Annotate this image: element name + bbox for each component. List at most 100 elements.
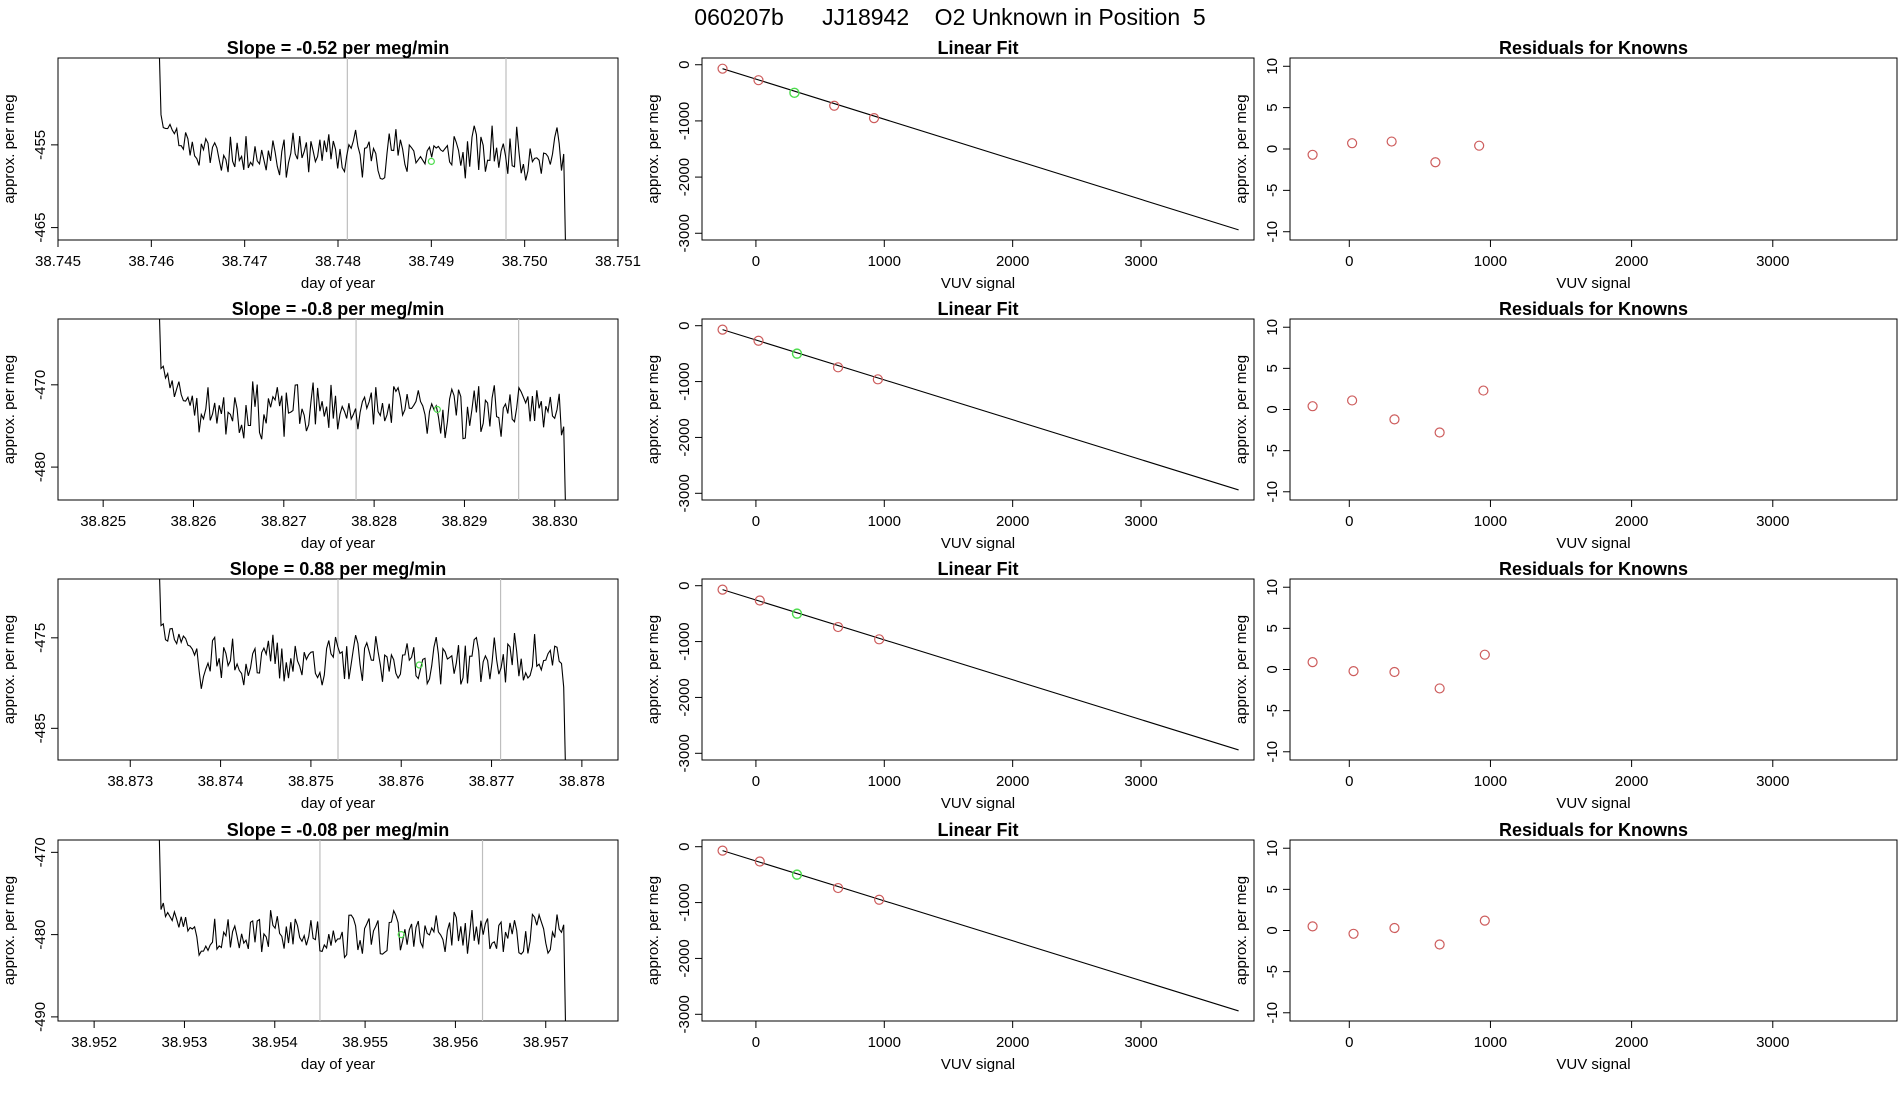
plot-frame (701, 578, 1255, 761)
y-tick-label: -480 (32, 452, 49, 482)
x-tick-label: 38.954 (252, 1034, 298, 1051)
panel-title: Residuals for Knowns (1499, 299, 1688, 319)
x-tick-label: 3000 (1124, 1034, 1157, 1051)
panel-1-1: Slope = -0.52 per meg/min day of year appr… (1, 38, 641, 292)
residual-point (1307, 656, 1318, 668)
known-point (868, 113, 880, 124)
x-tick-label: 0 (752, 513, 760, 530)
known-point (874, 894, 885, 905)
x-axis-label: VUV signal (1556, 795, 1630, 812)
plot-area (158, 58, 566, 240)
unknown-point (433, 405, 441, 414)
series-line (158, 58, 566, 240)
panel-title: Residuals for Knowns (1499, 38, 1688, 58)
plot-frame (1289, 578, 1898, 761)
y-tick-label: -1000 (676, 622, 693, 660)
fit-line (722, 329, 1239, 491)
known-point (717, 584, 728, 595)
panel-1-3: Residuals for Knowns VUV signal approx. pe… (1233, 38, 1898, 292)
x-tick-label: 1000 (1474, 1034, 1507, 1051)
x-axis-label: VUV signal (941, 535, 1015, 552)
x-tick-label: 2000 (996, 1034, 1029, 1051)
y-tick-label: -1000 (676, 362, 693, 400)
panel-2-1: Slope = -0.8 per meg/min day of year appro… (1, 299, 619, 552)
plot-area (159, 579, 566, 760)
panel-title: Linear Fit (937, 38, 1018, 58)
series-line (158, 319, 566, 500)
y-tick-label: -490 (32, 1002, 49, 1032)
x-axis-label: VUV signal (1556, 275, 1630, 292)
plot-frame (1289, 318, 1898, 501)
y-tick-label: 5 (1264, 624, 1281, 632)
panel-4-2: Linear Fit VUV signal approx. per meg 0 1000… (645, 820, 1255, 1073)
residual-point (1434, 939, 1445, 950)
x-tick-label: 3000 (1124, 513, 1157, 530)
panel-title: Slope = -0.52 per meg/min (227, 38, 450, 58)
y-tick-label: 10 (1264, 579, 1281, 596)
y-tick-label: 0 (1264, 926, 1281, 934)
x-tick-label: 1000 (1474, 253, 1507, 270)
series-line (159, 579, 566, 760)
plot-frame (1289, 839, 1898, 1022)
y-axis-label: approx. per meg (1233, 615, 1250, 724)
residual-point (1479, 915, 1490, 926)
y-axis-label: approx. per meg (645, 615, 662, 724)
x-tick-label: 1000 (868, 513, 901, 530)
x-tick-label: 38.957 (523, 1034, 569, 1051)
known-point (753, 75, 764, 86)
unknown-point (427, 157, 435, 166)
known-point (872, 374, 883, 385)
x-tick-label: 1000 (868, 773, 901, 790)
plot-area (1307, 649, 1490, 694)
y-tick-label: 5 (1264, 103, 1281, 111)
residual-point (1386, 136, 1397, 147)
x-tick-label: 2000 (1615, 1034, 1648, 1051)
x-tick-label: 0 (1345, 513, 1353, 530)
x-tick-label: 2000 (996, 513, 1029, 530)
x-tick-label: 38.828 (351, 513, 397, 530)
y-tick-label: -3000 (676, 474, 693, 512)
x-tick-label: 38.830 (532, 513, 578, 530)
y-tick-label: 0 (676, 843, 693, 851)
plot-frame (57, 839, 619, 1022)
y-tick-label: -5 (1264, 444, 1281, 457)
known-point (874, 634, 885, 645)
x-axis-label: VUV signal (941, 1056, 1015, 1073)
panel-title: Slope = -0.8 per meg/min (232, 299, 445, 319)
x-tick-label: 3000 (1124, 773, 1157, 790)
y-tick-label: 0 (1264, 405, 1281, 413)
known-point (832, 882, 844, 894)
x-tick-label: 2000 (1615, 773, 1648, 790)
y-tick-label: -10 (1264, 741, 1281, 763)
x-tick-label: 2000 (1615, 253, 1648, 270)
known-point (717, 324, 728, 335)
y-axis-label: approx. per meg (1, 876, 18, 985)
panel-2-3: Residuals for Knowns VUV signal approx. pe… (1233, 299, 1898, 552)
series-line (158, 840, 567, 1021)
known-point (717, 63, 728, 74)
residual-point (1478, 385, 1489, 396)
x-tick-label: 38.745 (35, 253, 81, 270)
fit-line (722, 68, 1239, 231)
residual-point (1389, 414, 1400, 425)
x-tick-label: 38.747 (222, 253, 268, 270)
panel-3-1: Slope = 0.88 per meg/min day of year appro… (1, 559, 619, 812)
x-tick-label: 38.953 (162, 1034, 208, 1051)
y-axis-label: approx. per meg (1, 94, 18, 203)
y-tick-label: 10 (1264, 840, 1281, 857)
x-axis-label: day of year (301, 795, 375, 812)
residual-point (1389, 922, 1400, 934)
y-tick-label: -2000 (676, 158, 693, 196)
known-point (832, 621, 844, 633)
residual-point (1307, 921, 1318, 932)
known-point (832, 362, 844, 373)
panel-4-3: Residuals for Knowns VUV signal approx. pe… (1233, 820, 1898, 1073)
x-tick-label: 38.878 (559, 773, 605, 790)
x-axis-label: day of year (301, 275, 375, 292)
x-tick-label: 38.827 (261, 513, 307, 530)
x-axis-label: day of year (301, 535, 375, 552)
x-tick-label: 38.875 (288, 773, 334, 790)
x-tick-label: 2000 (996, 253, 1029, 270)
y-tick-label: -1000 (676, 883, 693, 921)
